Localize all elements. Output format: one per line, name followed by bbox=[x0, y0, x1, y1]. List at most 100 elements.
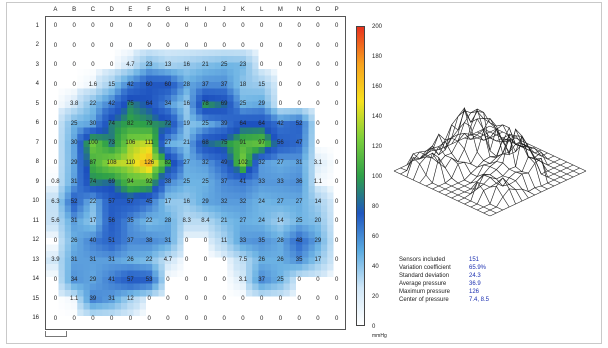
heatmap-cell bbox=[277, 186, 284, 193]
stat-label: Standard deviation bbox=[399, 273, 450, 279]
heatmap-cell bbox=[327, 56, 334, 63]
heatmap-cell bbox=[64, 303, 72, 310]
heatmap-cell bbox=[83, 101, 91, 109]
heatmap-cell bbox=[221, 225, 228, 232]
heatmap-cell bbox=[189, 322, 197, 329]
grid-cell-value: 0 bbox=[147, 296, 151, 303]
heatmap-cell bbox=[121, 218, 128, 226]
heatmap-cell bbox=[333, 134, 341, 141]
heatmap-cell bbox=[271, 147, 278, 154]
heatmap-cell bbox=[171, 43, 178, 50]
heatmap-cell bbox=[202, 296, 209, 304]
grid-cell-value: 56 bbox=[277, 140, 284, 147]
heatmap-cell bbox=[252, 283, 259, 291]
heatmap-cell bbox=[321, 166, 328, 174]
heatmap-cell bbox=[102, 56, 109, 63]
heatmap-cell bbox=[214, 257, 222, 265]
heatmap-cell bbox=[227, 186, 234, 193]
heatmap-cell bbox=[333, 160, 341, 167]
heatmap-cell bbox=[289, 251, 297, 258]
heatmap-cell bbox=[58, 75, 66, 83]
grid-cell-value: 79 bbox=[145, 120, 153, 127]
heatmap-cell bbox=[233, 238, 241, 245]
heatmap-cell bbox=[333, 114, 341, 122]
grid-cell-value: 0 bbox=[334, 101, 339, 108]
heatmap-cell bbox=[52, 244, 59, 252]
heatmap-cell bbox=[308, 88, 316, 96]
heatmap-cell bbox=[258, 257, 266, 265]
heatmap-cell bbox=[183, 160, 191, 167]
heatmap-cell bbox=[208, 147, 216, 154]
heatmap-cell bbox=[302, 257, 309, 265]
grid-cell-value: 0 bbox=[241, 296, 245, 303]
row-header: 3 bbox=[35, 61, 39, 68]
heatmap-cell bbox=[339, 82, 345, 89]
heatmap-cell bbox=[171, 290, 178, 297]
heatmap-cell bbox=[152, 251, 159, 258]
heatmap-cell bbox=[58, 127, 66, 135]
heatmap-cell bbox=[283, 160, 291, 167]
heatmap-cell bbox=[89, 296, 97, 304]
heatmap-cell bbox=[183, 199, 191, 206]
heatmap-cell bbox=[233, 316, 241, 323]
grid-cell-value: 22 bbox=[145, 218, 153, 225]
heatmap-cell bbox=[189, 251, 197, 258]
heatmap-cell bbox=[46, 218, 53, 226]
heatmap-cell bbox=[339, 95, 345, 102]
heatmap-cell bbox=[177, 101, 184, 109]
heatmap-cell bbox=[289, 192, 297, 200]
heatmap-cell bbox=[189, 23, 197, 31]
heatmap-cell bbox=[177, 23, 184, 31]
grid-cell-value: 29 bbox=[70, 159, 78, 166]
heatmap-cell bbox=[189, 192, 197, 200]
heatmap-cell bbox=[258, 82, 266, 89]
heatmap-cell bbox=[114, 147, 122, 154]
heatmap-cell bbox=[321, 283, 328, 291]
heatmap-cell bbox=[302, 114, 309, 122]
heatmap-cell bbox=[308, 147, 316, 154]
heatmap-cell bbox=[233, 212, 241, 219]
heatmap-cell bbox=[77, 101, 84, 109]
heatmap-cell bbox=[46, 238, 53, 245]
heatmap-cell bbox=[102, 108, 109, 115]
heatmap-cell bbox=[289, 290, 297, 297]
heatmap-cell bbox=[283, 114, 291, 122]
heatmap-cell bbox=[308, 173, 316, 180]
heatmap-cell bbox=[89, 127, 97, 135]
heatmap-cell bbox=[121, 75, 128, 83]
heatmap-cell bbox=[121, 244, 128, 252]
heatmap-cell bbox=[64, 296, 72, 304]
heatmap-cell bbox=[189, 290, 197, 297]
heatmap-cell bbox=[308, 23, 316, 31]
heatmap-cell bbox=[321, 316, 328, 323]
pressure-heatmap bbox=[46, 17, 345, 329]
heatmap-cell bbox=[152, 153, 159, 161]
heatmap-cell bbox=[227, 238, 234, 245]
grid-cell-value: 57 bbox=[127, 198, 134, 205]
heatmap-cell bbox=[333, 36, 341, 44]
heatmap-cell bbox=[133, 82, 141, 89]
heatmap-cell bbox=[114, 101, 122, 109]
heatmap-cell bbox=[327, 49, 334, 57]
heatmap-cell bbox=[339, 296, 345, 304]
heatmap-cell bbox=[252, 88, 259, 96]
heatmap-cell bbox=[152, 82, 159, 89]
heatmap-cell bbox=[102, 95, 109, 102]
heatmap-cell bbox=[233, 270, 241, 278]
heatmap-cell bbox=[264, 264, 272, 271]
heatmap-cell bbox=[71, 283, 78, 291]
heatmap-cell bbox=[183, 140, 191, 148]
heatmap-cell bbox=[302, 36, 309, 44]
heatmap-cell bbox=[102, 192, 109, 200]
heatmap-cell bbox=[252, 316, 259, 323]
heatmap-cell bbox=[321, 199, 328, 206]
heatmap-cell bbox=[283, 108, 291, 115]
heatmap-cell bbox=[233, 147, 241, 154]
heatmap-cell bbox=[271, 173, 278, 180]
heatmap-cell bbox=[252, 199, 259, 206]
column-header: F bbox=[147, 7, 151, 13]
heatmap-cell bbox=[271, 43, 278, 50]
heatmap-cell bbox=[139, 290, 147, 297]
heatmap-cell bbox=[96, 121, 103, 128]
heatmap-cell bbox=[133, 316, 141, 323]
